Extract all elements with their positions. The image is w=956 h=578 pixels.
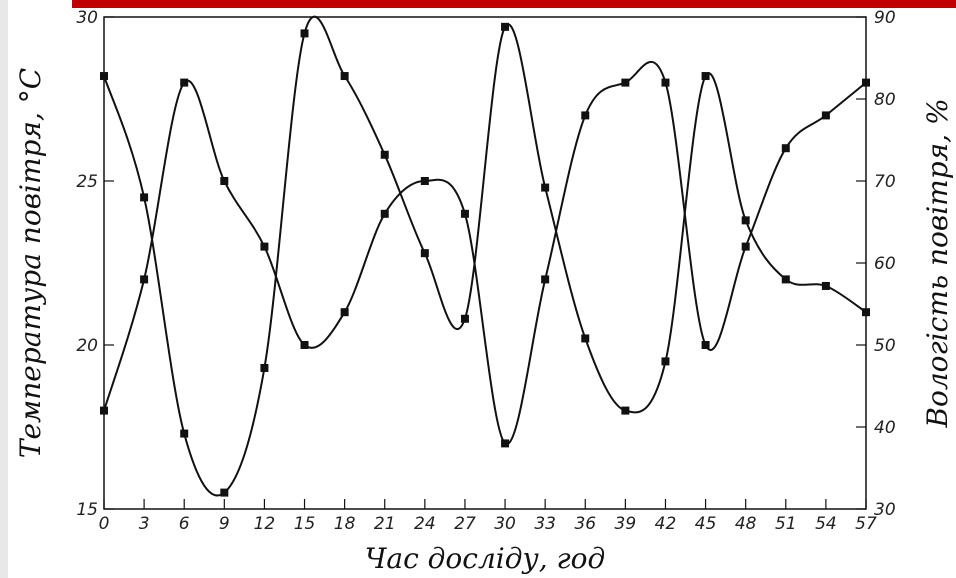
red-banner [72,0,956,8]
x-tick-label: 39 [615,514,637,534]
right-axis-ticks: 30 40 50 60 70 80 90 [856,8,896,520]
left-tick-label: 30 [76,8,98,28]
humidity-point [581,111,590,120]
left-tick-label: 20 [76,336,98,356]
humidity-point [460,209,469,218]
humidity-line [103,60,867,445]
temperature-point [661,357,670,366]
x-tick-label: 42 [655,514,677,534]
x-axis-title: Час досліду, год [365,542,606,575]
temperature-point [821,281,830,290]
temperature-point [380,150,389,159]
x-tick-label: 9 [219,514,230,534]
humidity-point [100,406,108,415]
left-y-axis-title: Температура повітря, °С [14,68,47,458]
temperature-point [541,183,550,192]
humidity-point [220,177,229,185]
x-tick-label: 33 [534,514,556,534]
right-tick-label: 90 [874,8,896,28]
humidity-point [741,242,750,251]
x-tick-label: 21 [374,514,396,534]
humidity-point [260,242,269,251]
humidity-point [701,341,710,349]
right-tick-label: 80 [874,90,896,110]
humidity-point [821,111,830,120]
humidity-point [340,308,349,317]
temperature-point [862,308,870,317]
humidity-point [380,209,389,218]
humidity-point [501,439,510,448]
x-axis-ticks: 0 3 6 9 12 15 18 21 24 27 30 33 36 39 42 45 48 51 54 57 [99,499,877,534]
temperature-point [741,216,750,225]
humidity-point [781,144,790,153]
x-tick-label: 51 [775,514,797,534]
left-edge-strip [0,0,8,578]
humidity-point [862,78,870,87]
x-tick-label: 15 [294,514,316,534]
temperature-point [781,275,790,284]
temperature-point [340,72,349,81]
x-tick-label: 6 [179,514,190,534]
humidity-point [661,78,670,87]
humidity-point [541,275,550,284]
right-tick-label: 50 [874,336,896,356]
temperature-point [180,429,189,438]
left-tick-label: 15 [76,500,98,520]
temperature-point [260,363,269,372]
humidity-point [300,341,309,349]
right-y-axis-title: Вологість повітря, % [921,98,954,428]
x-tick-label: 57 [855,514,877,534]
temperature-point [460,314,469,323]
x-tick-label: 48 [735,514,757,534]
temperature-point [140,193,149,202]
x-tick-label: 12 [254,514,276,534]
temperature-point [220,488,229,497]
x-tick-label: 45 [695,514,717,534]
humidity-point [621,78,630,87]
x-tick-label: 30 [494,514,516,534]
x-tick-label: 36 [574,514,596,534]
right-tick-label: 40 [874,418,896,438]
plot-frame [103,16,867,510]
temperature-point [100,72,108,81]
temperature-point [501,22,510,31]
humidity-point [420,177,429,185]
temperature-point [621,406,630,415]
x-tick-label: 3 [139,514,150,534]
humidity-series [100,60,870,448]
temperature-point [701,72,710,81]
x-tick-label: 0 [99,514,110,534]
left-axis-ticks: 15 20 25 30 [76,8,114,520]
temperature-line [103,15,867,497]
right-tick-label: 70 [874,172,896,192]
temperature-point [300,29,309,38]
right-tick-label: 30 [874,500,896,520]
x-tick-label: 24 [414,514,436,534]
humidity-point [180,78,189,87]
left-tick-label: 25 [76,172,98,192]
x-tick-label: 18 [334,514,356,534]
right-tick-label: 60 [874,254,896,274]
temperature-series [100,15,870,497]
temperature-point [420,249,429,258]
humidity-point [140,275,149,284]
x-tick-label: 54 [815,514,837,534]
x-tick-label: 27 [454,514,476,534]
temperature-point [581,334,590,343]
